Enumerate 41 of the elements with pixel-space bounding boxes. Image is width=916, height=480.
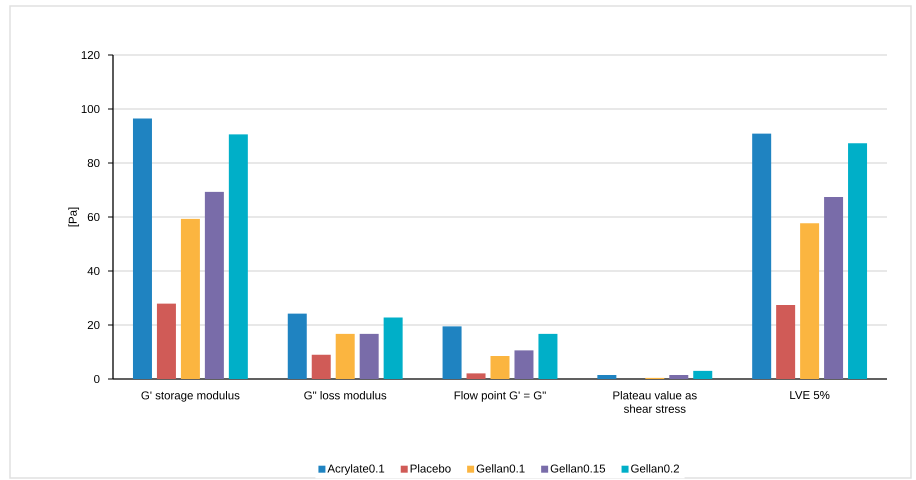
y-tick-label: 60 [88,212,100,222]
bar [156,304,176,379]
x-tick-label: G' storage modulus [141,391,240,402]
bar [538,334,558,379]
bar [848,143,868,379]
bar [752,134,772,379]
x-tick-label: G" loss modulus [304,391,386,400]
x-tick-label: Plateau value as shear stress [613,391,697,413]
bar [466,373,486,379]
legend-label: Acrylate0.1 [327,464,384,475]
bar [132,118,152,379]
bar [824,197,844,379]
legend-label: Gellan0.2 [631,464,679,473]
y-tick-label: 120 [82,50,100,60]
bar [669,374,688,379]
bar [180,218,200,379]
y-tick-label: 0 [94,374,100,384]
bar [776,305,796,379]
y-tick-label: 100 [82,104,100,114]
legend-label: Placebo [410,464,451,473]
legend-label: Gellan0.15 [550,464,606,473]
bar [514,350,534,379]
y-axis-title: [Pa] [68,208,80,226]
bar [288,314,307,379]
x-tick-label: Flow point G' = G" [454,391,546,402]
bar [312,354,331,379]
y-tick-label: 20 [88,320,100,330]
bar [336,334,355,379]
bar [360,334,379,379]
bar [228,134,248,379]
bar [597,374,616,379]
bar [384,317,403,379]
y-tick-label: 80 [88,158,100,168]
bar [442,326,462,379]
bar [800,223,820,379]
bar [693,370,712,379]
y-tick-label: 40 [88,266,100,276]
legend-label: Gellan0.1 [476,464,525,473]
bar [204,192,224,379]
bar [490,356,510,379]
x-tick-label: LVE 5% [790,391,830,400]
